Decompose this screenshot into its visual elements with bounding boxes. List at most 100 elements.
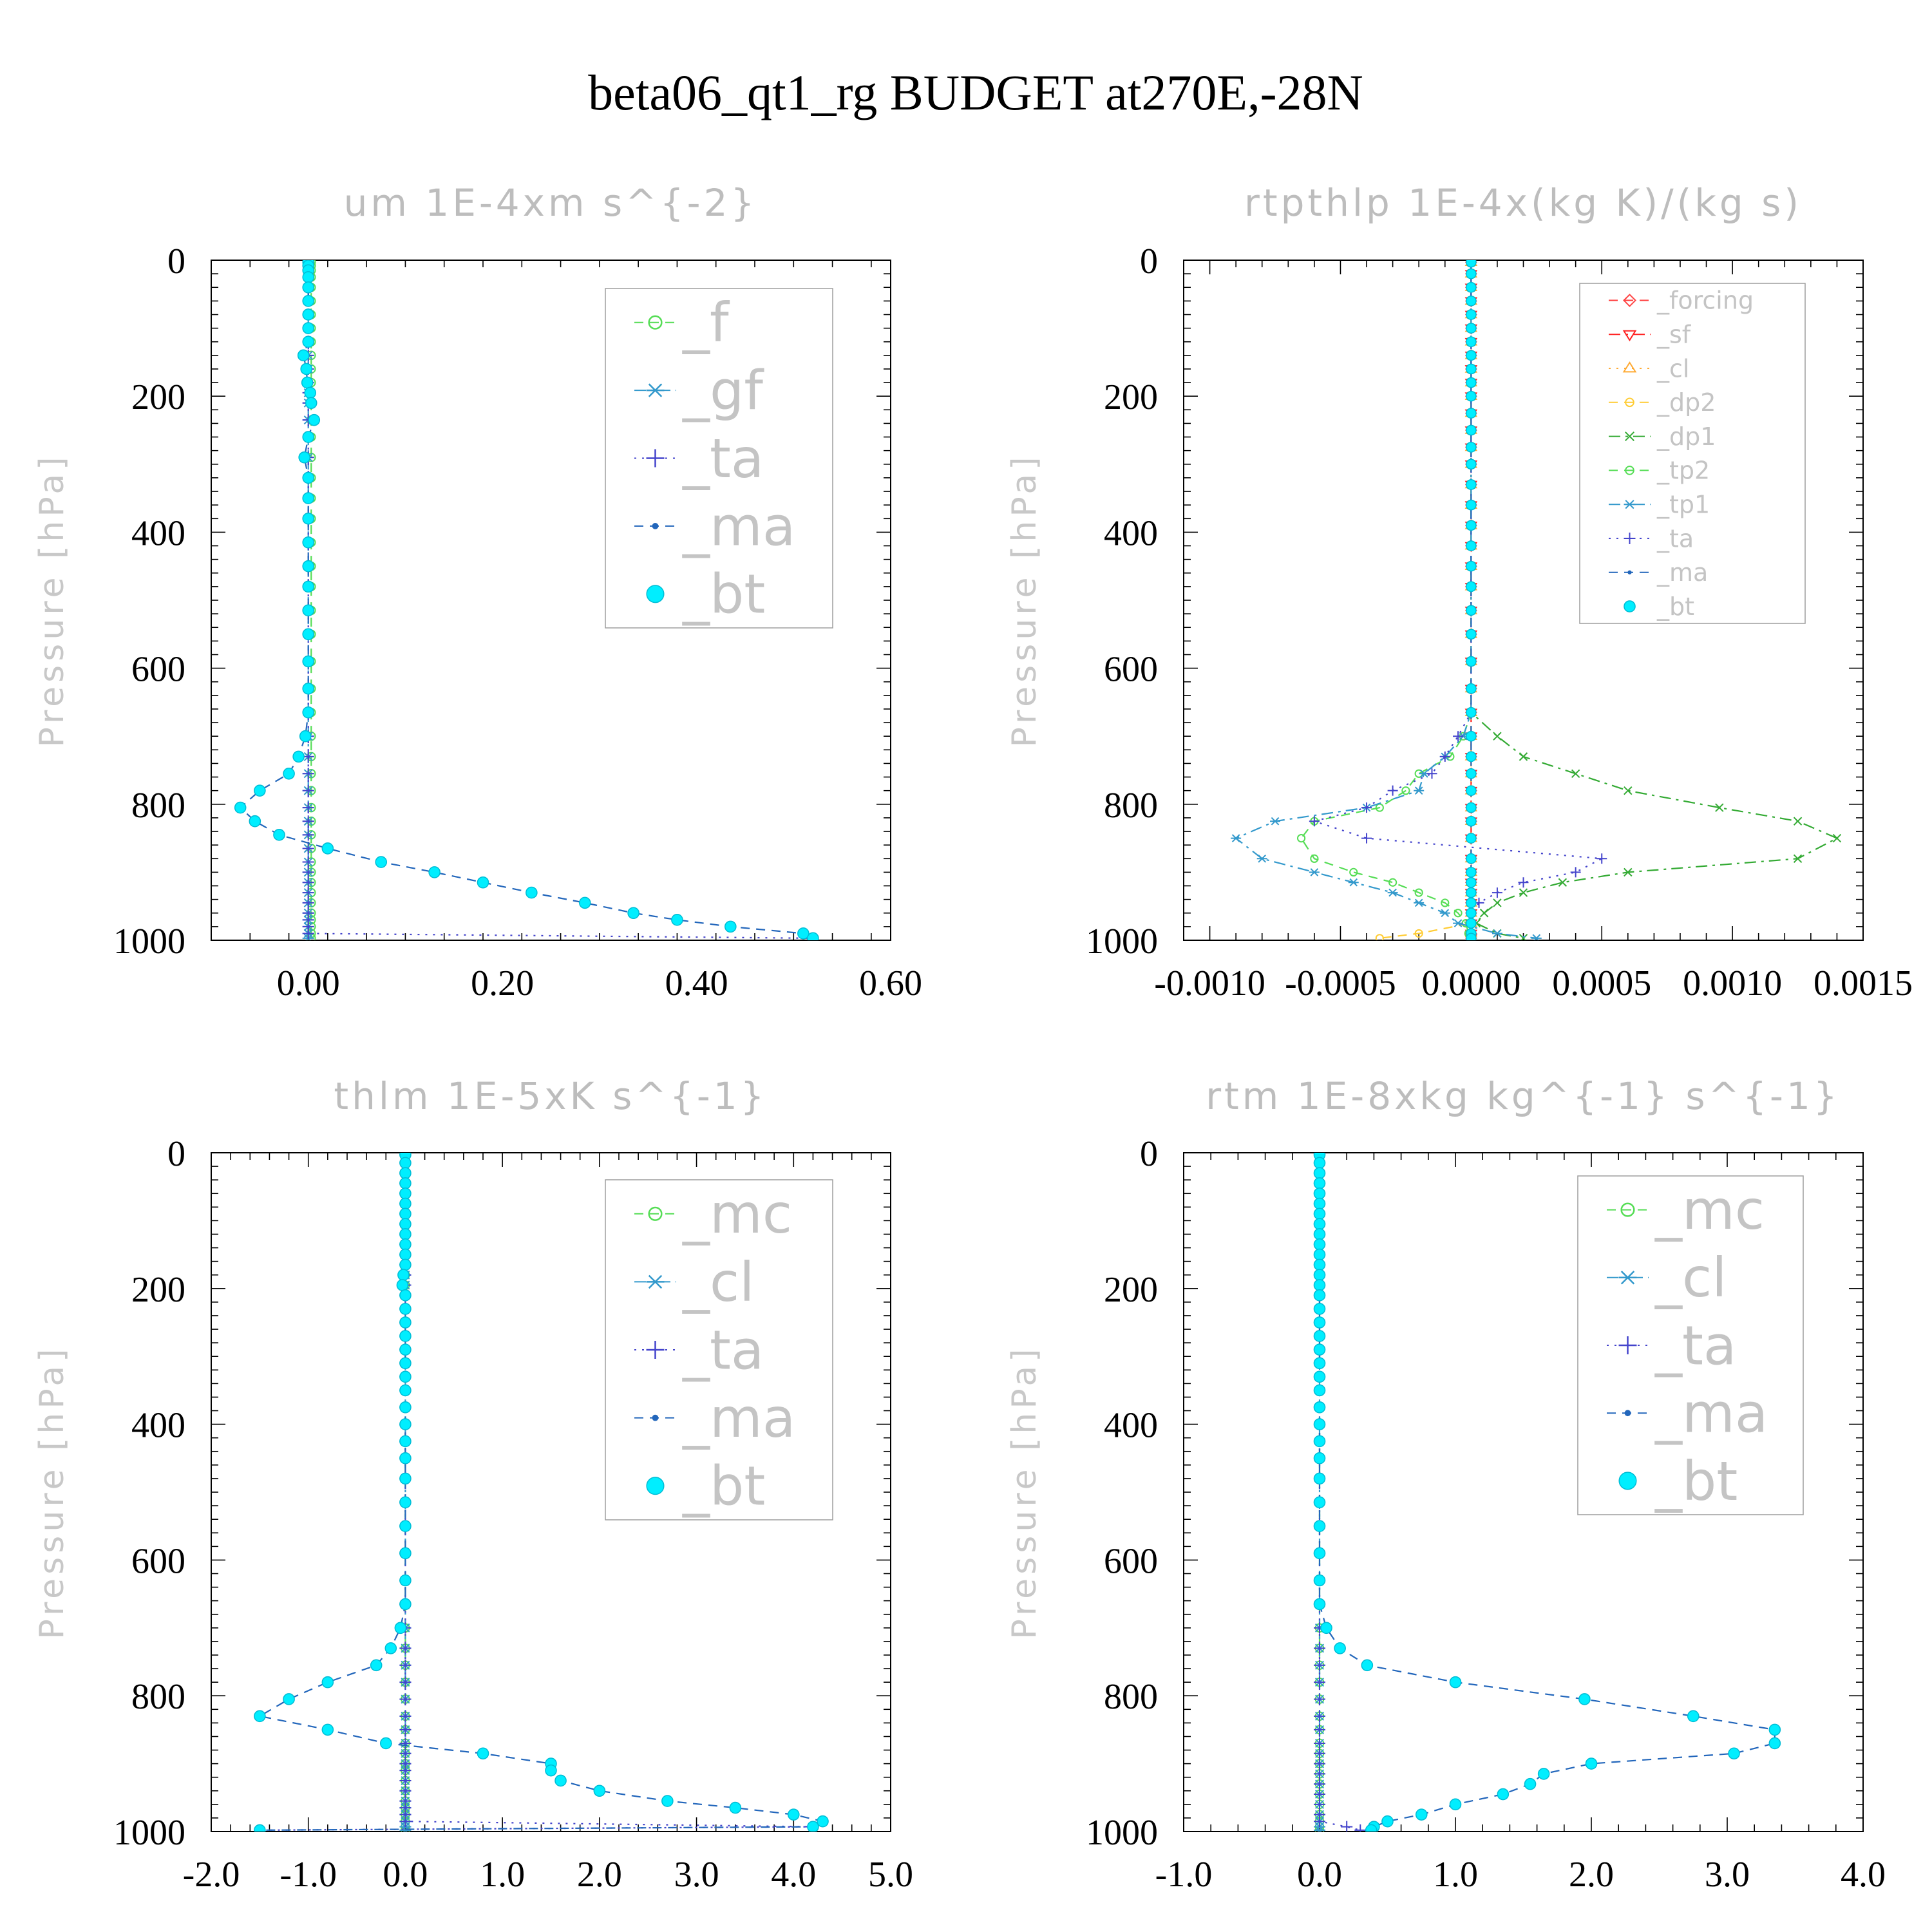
- data-point: [1453, 731, 1464, 742]
- data-point: [302, 560, 315, 573]
- legend-marker: [1620, 1202, 1635, 1217]
- data-point: [661, 1795, 674, 1807]
- data-point: [1314, 1723, 1325, 1736]
- x-tick-label: 0.40: [665, 963, 728, 1003]
- data-point: [1313, 1289, 1326, 1302]
- data-point: [1349, 867, 1358, 877]
- data-point: [1313, 1269, 1326, 1282]
- legend-marker: [1624, 600, 1636, 612]
- data-point: [1524, 1777, 1537, 1790]
- data-point: [1465, 408, 1477, 419]
- data-point: [1375, 934, 1384, 940]
- data-point: [1313, 1472, 1326, 1485]
- y-tick-label: 400: [131, 1406, 185, 1446]
- data-point: [399, 1384, 412, 1397]
- series-layer: [234, 260, 819, 940]
- data-point: [302, 580, 315, 593]
- legend-marker: [1625, 466, 1634, 475]
- legend-label: _gf: [682, 359, 764, 422]
- data-point: [671, 914, 683, 926]
- data-point: [283, 767, 295, 780]
- legend-label: _bt: [1656, 592, 1694, 621]
- data-point: [302, 815, 314, 828]
- data-point: [1768, 1737, 1781, 1750]
- x-tick-label: 1.0: [1433, 1855, 1478, 1895]
- data-point: [627, 907, 639, 920]
- data-point: [1465, 876, 1477, 888]
- data-point: [1715, 803, 1724, 812]
- legend-marker: [1618, 1336, 1637, 1354]
- y-tick-label: 400: [1104, 513, 1158, 553]
- x-tick-label: -0.0010: [1154, 963, 1265, 1003]
- data-point: [1465, 390, 1477, 402]
- series-bt: [1465, 260, 1477, 940]
- y-tick-label: 200: [1104, 1270, 1158, 1310]
- data-point: [1519, 934, 1528, 940]
- data-point: [1313, 1384, 1326, 1397]
- data-point: [1465, 309, 1477, 320]
- legend-marker: [646, 449, 665, 468]
- y-axis-label: Pressure [hPa]: [1005, 453, 1044, 748]
- data-point: [1313, 1574, 1326, 1587]
- data-point: [399, 1547, 412, 1560]
- legend-label: _ma: [682, 1387, 795, 1450]
- data-point: [1465, 540, 1477, 551]
- data-point: [302, 682, 315, 695]
- axis-ticks: [1183, 1152, 1864, 1832]
- data-point: [1465, 751, 1477, 762]
- legend-label: _ma: [1656, 558, 1708, 587]
- data-point: [273, 829, 285, 841]
- data-point: [1314, 1747, 1325, 1759]
- data-point: [399, 1825, 412, 1832]
- data-point: [302, 536, 315, 549]
- data-point: [302, 802, 314, 814]
- data-point: [1832, 833, 1842, 843]
- data-point: [724, 920, 737, 933]
- data-point: [300, 363, 313, 375]
- data-point: [399, 1248, 412, 1261]
- chart-panel-3: thlm 1E-5xK s^{-1} Pressure [hPa] 0 200 400 6…: [33, 1074, 913, 1895]
- data-point: [1348, 878, 1359, 887]
- data-point: [379, 1737, 392, 1750]
- chart-panel-2: rtpthlp 1E-4x(kg K)/(kg s) Pressure [hPa]…: [1005, 181, 1913, 1003]
- data-point: [1313, 1496, 1326, 1509]
- x-tick-label: 0.0000: [1421, 963, 1520, 1003]
- series-bt: [254, 1153, 829, 1832]
- data-point: [302, 471, 315, 484]
- data-point: [1465, 499, 1477, 511]
- series-line: [239, 262, 813, 939]
- data-point: [399, 1357, 412, 1370]
- data-point: [1465, 833, 1477, 844]
- data-point: [1465, 629, 1477, 640]
- data-point: [399, 1289, 412, 1302]
- data-point: [1493, 732, 1502, 741]
- data-point: [1314, 1798, 1325, 1810]
- data-point: [578, 896, 591, 909]
- data-point: [384, 1642, 397, 1654]
- data-point: [302, 856, 314, 868]
- data-point: [370, 1659, 383, 1672]
- x-tick-label: 0.0: [1297, 1855, 1342, 1895]
- data-point: [729, 1801, 742, 1814]
- data-point: [1314, 1737, 1325, 1749]
- data-point: [1439, 909, 1450, 918]
- y-tick-label: 800: [131, 1677, 185, 1717]
- data-point: [1793, 854, 1803, 863]
- data-point: [302, 866, 314, 878]
- legend-marker: [1623, 293, 1636, 307]
- data-point: [399, 1228, 412, 1240]
- data-point: [1320, 1622, 1332, 1634]
- y-tick-label: 0: [1140, 1134, 1158, 1174]
- data-point: [396, 1279, 409, 1291]
- y-tick-label: 200: [131, 377, 185, 417]
- data-point: [1465, 815, 1477, 827]
- legend-marker: [646, 1477, 665, 1495]
- y-tick-label: 400: [131, 513, 185, 553]
- y-axis-label: Pressure [hPa]: [1005, 1345, 1044, 1640]
- legend-label: _ma: [1654, 1382, 1768, 1445]
- chart-panel-1: um 1E-4xm s^{-2} Pressure [hPa] 0 200 400 600…: [33, 181, 922, 1003]
- data-point: [787, 1808, 800, 1821]
- data-point: [1465, 933, 1477, 940]
- legend-marker: [646, 1274, 665, 1289]
- data-point: [554, 1774, 567, 1787]
